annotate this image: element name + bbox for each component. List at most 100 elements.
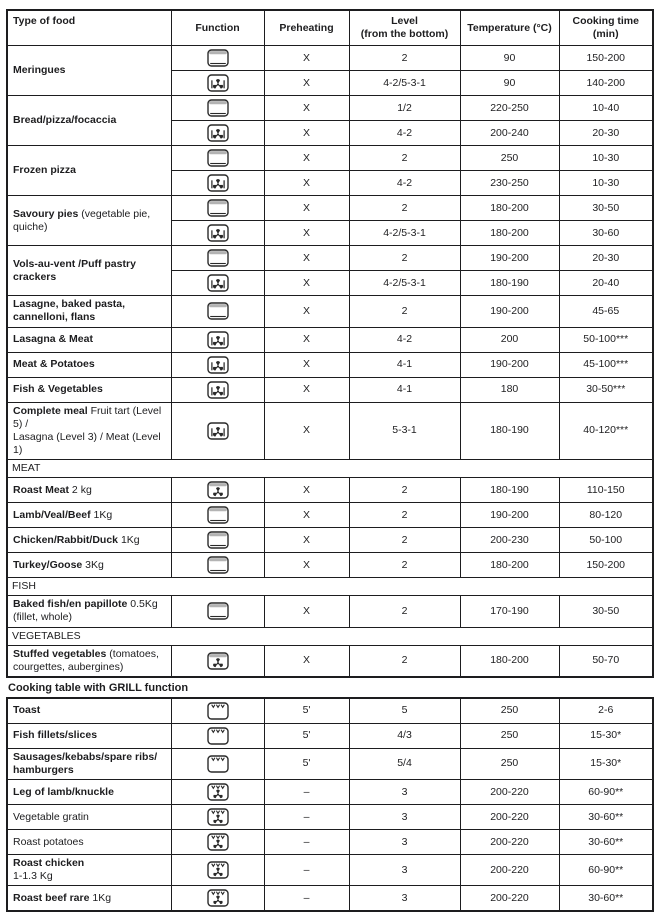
food-name: Leg of lamb/knuckle [13, 785, 114, 798]
preheating-cell: X [263, 376, 350, 403]
header-level: Level (from the bottom) [348, 9, 461, 47]
header-function: Function [170, 9, 265, 47]
food-cell: Toast [6, 697, 172, 724]
fan-oven-icon [206, 422, 229, 440]
food-name: Complete meal [13, 404, 88, 417]
level-cell: 2 [348, 145, 461, 172]
cooking-time-cell: 140-200 [558, 70, 654, 97]
food-name: Baked fish/en papillote [13, 598, 128, 611]
level-cell: 4-2 [348, 326, 461, 353]
function-cell [170, 195, 265, 222]
cooking-time-cell: 15-30* [558, 722, 654, 749]
cooking-time-cell: 110-150 [558, 477, 654, 504]
food-cell: Fish & Vegetables [6, 376, 172, 403]
food-cell: Lasagne, baked pasta, cannelloni, flans [6, 295, 172, 328]
food-cell: Roast potatoes [6, 829, 172, 856]
table-row: Sausages/kebabs/spare ribs/ hamburgers 5'… [6, 747, 654, 781]
table-row: Frozen pizza X 2 250 10-30 [6, 145, 654, 197]
cooking-time-cell: 150-200 [558, 552, 654, 579]
food-note: 1Kg [118, 533, 140, 546]
level-cell: 2 [348, 245, 461, 272]
level-cell: 4-1 [348, 376, 461, 403]
cooking-time-cell: 20-30 [558, 245, 654, 272]
function-cell [170, 697, 265, 724]
cooking-time-cell: 50-100 [558, 527, 654, 554]
table-row: Lasagna & Meat X 4-2 200 50-100*** [6, 326, 654, 353]
table-row: X 4-2/5-3-1 180-190 20-40 [7, 270, 654, 297]
function-cell [170, 779, 265, 806]
food-cell: Chicken/Rabbit/Duck 1Kg [6, 527, 172, 554]
fan-oven-icon [206, 124, 229, 142]
level-cell: 4-2 [348, 120, 461, 147]
temperature-cell: 180 [459, 376, 560, 403]
food-name: Meringues [13, 64, 66, 77]
header-cooking-time: Cooking time (min) [558, 9, 654, 47]
table-row: Baked fish/en papillote 0.5Kg (fillet, w… [6, 595, 654, 628]
grill-with-fan-icon [206, 808, 229, 826]
preheating-cell: X [263, 70, 350, 97]
function-cell [170, 595, 265, 628]
fan-oven-icon [206, 330, 229, 349]
fan-upper-heat-icon [206, 652, 229, 670]
temperature-cell: 200-230 [459, 527, 560, 554]
grill-icon [206, 755, 229, 773]
preheating-cell: X [263, 326, 350, 353]
food-name: Frozen pizza [13, 164, 77, 177]
table-row: Toast 5' 5 250 2-6 [6, 697, 654, 724]
fan-oven-icon [206, 224, 229, 242]
temperature-cell: 180-200 [459, 195, 560, 222]
conventional-oven-icon [206, 199, 229, 217]
level-cell: 2 [348, 644, 461, 678]
food-cell: Vols-au-vent /Puff pastry crackers [6, 245, 172, 297]
function-cell [170, 245, 265, 272]
food-note: Roast potatoes [13, 835, 84, 848]
food-name: Meat & Potatoes [13, 357, 95, 370]
temperature-cell: 250 [459, 145, 560, 172]
grill-with-fan-icon [206, 833, 229, 851]
food-name: Roast chicken [13, 857, 85, 870]
preheating-cell: X [263, 351, 350, 378]
cooking-time-cell: 30-50 [558, 195, 654, 222]
cooking-time-cell: 10-30 [558, 170, 654, 197]
level-cell: 4-2/5-3-1 [348, 220, 461, 247]
preheating-cell: X [263, 644, 350, 678]
level-cell: 5/4 [348, 747, 461, 781]
function-cell [170, 644, 265, 678]
function-cell [170, 477, 265, 504]
level-cell: 3 [348, 804, 461, 831]
food-cell: Baked fish/en papillote 0.5Kg (fillet, w… [6, 595, 172, 628]
preheating-cell: X [263, 295, 350, 328]
temperature-cell: 200-220 [459, 804, 560, 831]
cooking-time-cell: 30-60** [558, 829, 654, 856]
cooking-time-cell: 150-200 [558, 45, 654, 72]
level-cell: 4-2/5-3-1 [348, 270, 461, 297]
table-row: Roast potatoes –3 200-220 30-60** [6, 829, 654, 856]
level-cell: 2 [348, 502, 461, 529]
level-cell: 4-1 [348, 351, 461, 378]
temperature-cell: 250 [459, 722, 560, 749]
cooking-time-cell: 10-30 [558, 145, 654, 172]
conventional-oven-icon [206, 302, 229, 321]
level-cell: 2 [348, 527, 461, 554]
temperature-cell: 180-200 [459, 220, 560, 247]
temperature-cell: 250 [459, 697, 560, 724]
cooking-time-cell: 60-90** [558, 854, 654, 887]
temperature-cell: 200-220 [459, 885, 560, 912]
food-cell: Sausages/kebabs/spare ribs/ hamburgers [6, 747, 172, 781]
section-label: VEGETABLES [6, 626, 654, 646]
preheating-cell: X [263, 502, 350, 529]
conventional-oven-icon [206, 149, 229, 167]
function-cell [170, 145, 265, 172]
preheating-cell: X [263, 552, 350, 579]
function-cell [170, 120, 265, 147]
section-label: FISH [6, 577, 654, 597]
food-name: Roast Meat [13, 483, 70, 496]
food-note: 1Kg [89, 891, 112, 904]
food-note: Vegetable gratin [13, 810, 89, 823]
table-row: Leg of lamb/knuckle –3 200-220 60-90** [6, 779, 654, 806]
cooking-time-cell: 30-60** [558, 885, 654, 912]
table-row: Lamb/Veal/Beef 1Kg X 2 190-200 80-120 [6, 502, 654, 529]
cooking-time-cell: 40-120*** [558, 401, 654, 460]
table-row: Roast beef rare 1Kg –3 200-220 30-60** [6, 885, 654, 912]
